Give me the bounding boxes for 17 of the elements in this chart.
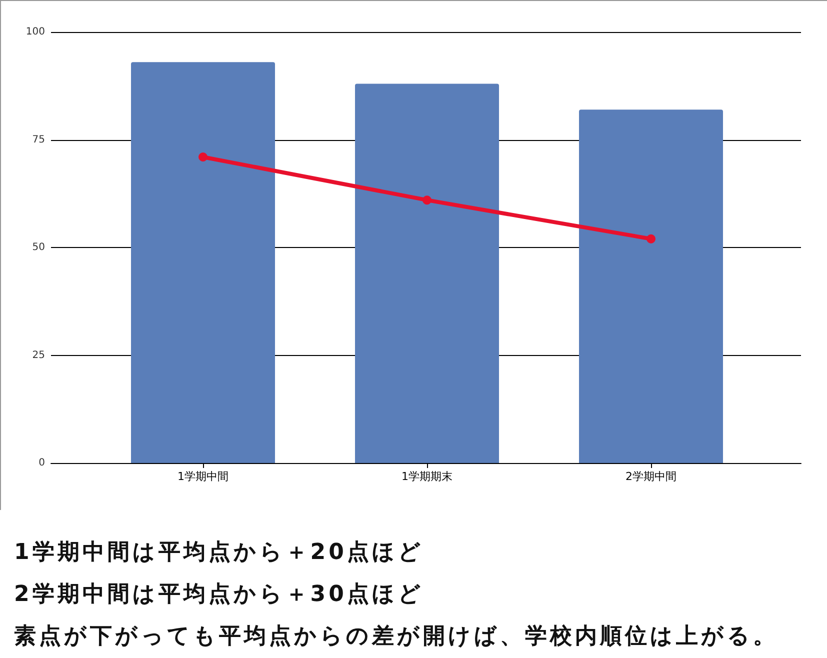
y-tick-label: 75 xyxy=(32,134,45,146)
point xyxy=(422,196,432,205)
y-tick-label: 25 xyxy=(32,350,45,361)
text: 2学期中間は平均点から＋30点ほど xyxy=(14,581,425,609)
y-tick-label: 0 xyxy=(38,458,45,468)
y-tick-label: 50 xyxy=(32,242,45,253)
bar xyxy=(131,62,275,463)
bar xyxy=(355,84,499,463)
x-tick-label: 2学期中間 xyxy=(626,470,676,483)
bar xyxy=(579,110,723,463)
x-tick-label: 1学期期末 xyxy=(402,470,452,483)
point xyxy=(646,234,656,244)
text: 素点が下がっても平均点からの差が開けば、学校内順位は上がる。 xyxy=(14,623,778,651)
y-tick-label: 100 xyxy=(26,26,45,38)
x-tick-label: 1学期中間 xyxy=(178,470,228,483)
text: 1学期中間は平均点から＋20点ほど xyxy=(14,539,425,567)
point xyxy=(198,152,208,162)
